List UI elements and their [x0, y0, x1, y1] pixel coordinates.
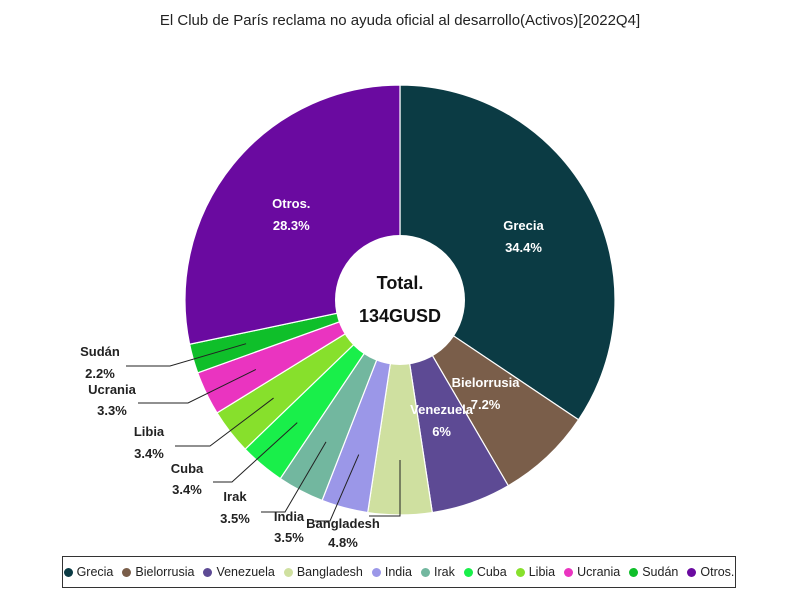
- slice-label-sudan: Sudán: [80, 344, 120, 359]
- slice-label-india: India: [274, 509, 305, 524]
- slice-label-cuba: Cuba: [171, 461, 204, 476]
- leader-line-libia: [175, 397, 274, 447]
- slice-percent-libia: 3.4%: [134, 446, 164, 461]
- legend-label: Bangladesh: [296, 565, 363, 579]
- legend-item-irak[interactable]: Irak: [420, 565, 455, 579]
- legend-item-ucrania[interactable]: Ucrania: [564, 565, 620, 579]
- slice-percent-bangladesh: 4.8%: [328, 535, 358, 550]
- legend-dot-icon: [515, 567, 525, 577]
- legend-dot-icon: [122, 567, 132, 577]
- chart-title: El Club de París reclama no ayuda oficia…: [159, 12, 641, 29]
- leader-line-ucrania: [138, 369, 257, 404]
- legend-label: Venezuela: [216, 565, 275, 579]
- slice-percent-bielorrusia: 7.2%: [471, 397, 501, 412]
- legend-dot-icon: [463, 567, 473, 577]
- leader-line-india: [315, 454, 360, 522]
- slice-labels: Grecia 34.4% Bielorrusia 7.2%Venezuela 6% Ban…: [80, 196, 544, 550]
- slice-percent-sudan: 2.2%: [85, 366, 115, 381]
- legend: Grecia Bielorrusia Venezuela Bangladesh Indi…: [62, 556, 736, 588]
- slice-percent-cuba: 3.4%: [172, 482, 202, 497]
- slice-label-otros: Otros.: [272, 196, 310, 211]
- legend-label: Otros.: [700, 565, 735, 579]
- legend-label: Grecia: [76, 565, 114, 579]
- legend-dot-icon: [564, 567, 574, 577]
- legend-dot-icon: [63, 567, 73, 577]
- slice-label-venezuela: Venezuela: [410, 402, 474, 417]
- slice-percent-grecia: 34.4%: [505, 240, 542, 255]
- legend-label: Bielorrusia: [135, 565, 195, 579]
- slice-label-bangladesh: Bangladesh: [306, 516, 380, 531]
- legend-label: Irak: [433, 565, 455, 579]
- legend-item-cuba[interactable]: Cuba: [463, 565, 507, 579]
- slice-grecia[interactable]: [399, 84, 616, 421]
- legend-label: India: [384, 565, 412, 579]
- leader-line-bangladesh: [369, 460, 401, 517]
- legend-item-otros[interactable]: Otros.: [687, 565, 734, 579]
- legend-item-bangladesh[interactable]: Bangladesh: [283, 565, 363, 579]
- legend-label: Ucrania: [577, 565, 621, 579]
- donut-hole: [335, 235, 465, 365]
- slice-label-grecia: Grecia: [503, 218, 544, 233]
- slice-percent-otros: 28.3%: [273, 218, 310, 233]
- legend-item-libia[interactable]: Libia: [515, 565, 556, 579]
- legend-item-india[interactable]: India: [371, 565, 412, 579]
- legend-dot-icon: [283, 567, 293, 577]
- legend-item-sudan[interactable]: Sudán: [629, 565, 678, 579]
- slice-label-bielorrusia: Bielorrusia: [452, 375, 521, 390]
- leader-line-irak: [261, 441, 327, 513]
- slice-label-libia: Libia: [134, 424, 165, 439]
- slice-percent-india: 3.5%: [274, 530, 304, 545]
- legend-dot-icon: [371, 567, 381, 577]
- slice-percent-ucrania: 3.3%: [97, 403, 127, 418]
- legend-label: Libia: [528, 565, 556, 579]
- slice-label-ucrania: Ucrania: [88, 382, 136, 397]
- slice-percent-venezuela: 6%: [432, 424, 451, 439]
- leader-line-cuba: [213, 422, 298, 483]
- center-total-value: 134GUSD: [359, 306, 441, 326]
- leader-line-sudan: [126, 343, 247, 367]
- legend-item-venezuela[interactable]: Venezuela: [203, 565, 275, 579]
- slice-label-irak: Irak: [223, 489, 247, 504]
- legend-dot-icon: [629, 567, 639, 577]
- legend-label: Cuba: [476, 565, 507, 579]
- center-total-label: Total.: [377, 273, 424, 293]
- legend-dot-icon: [687, 567, 697, 577]
- slice-percent-irak: 3.5%: [220, 511, 250, 526]
- leader-lines: [126, 343, 401, 522]
- legend-label: Sudán: [642, 565, 679, 579]
- legend-dot-icon: [203, 567, 213, 577]
- legend-dot-icon: [420, 567, 430, 577]
- legend-item-grecia[interactable]: Grecia: [63, 565, 114, 579]
- legend-item-bielorrusia[interactable]: Bielorrusia: [122, 565, 194, 579]
